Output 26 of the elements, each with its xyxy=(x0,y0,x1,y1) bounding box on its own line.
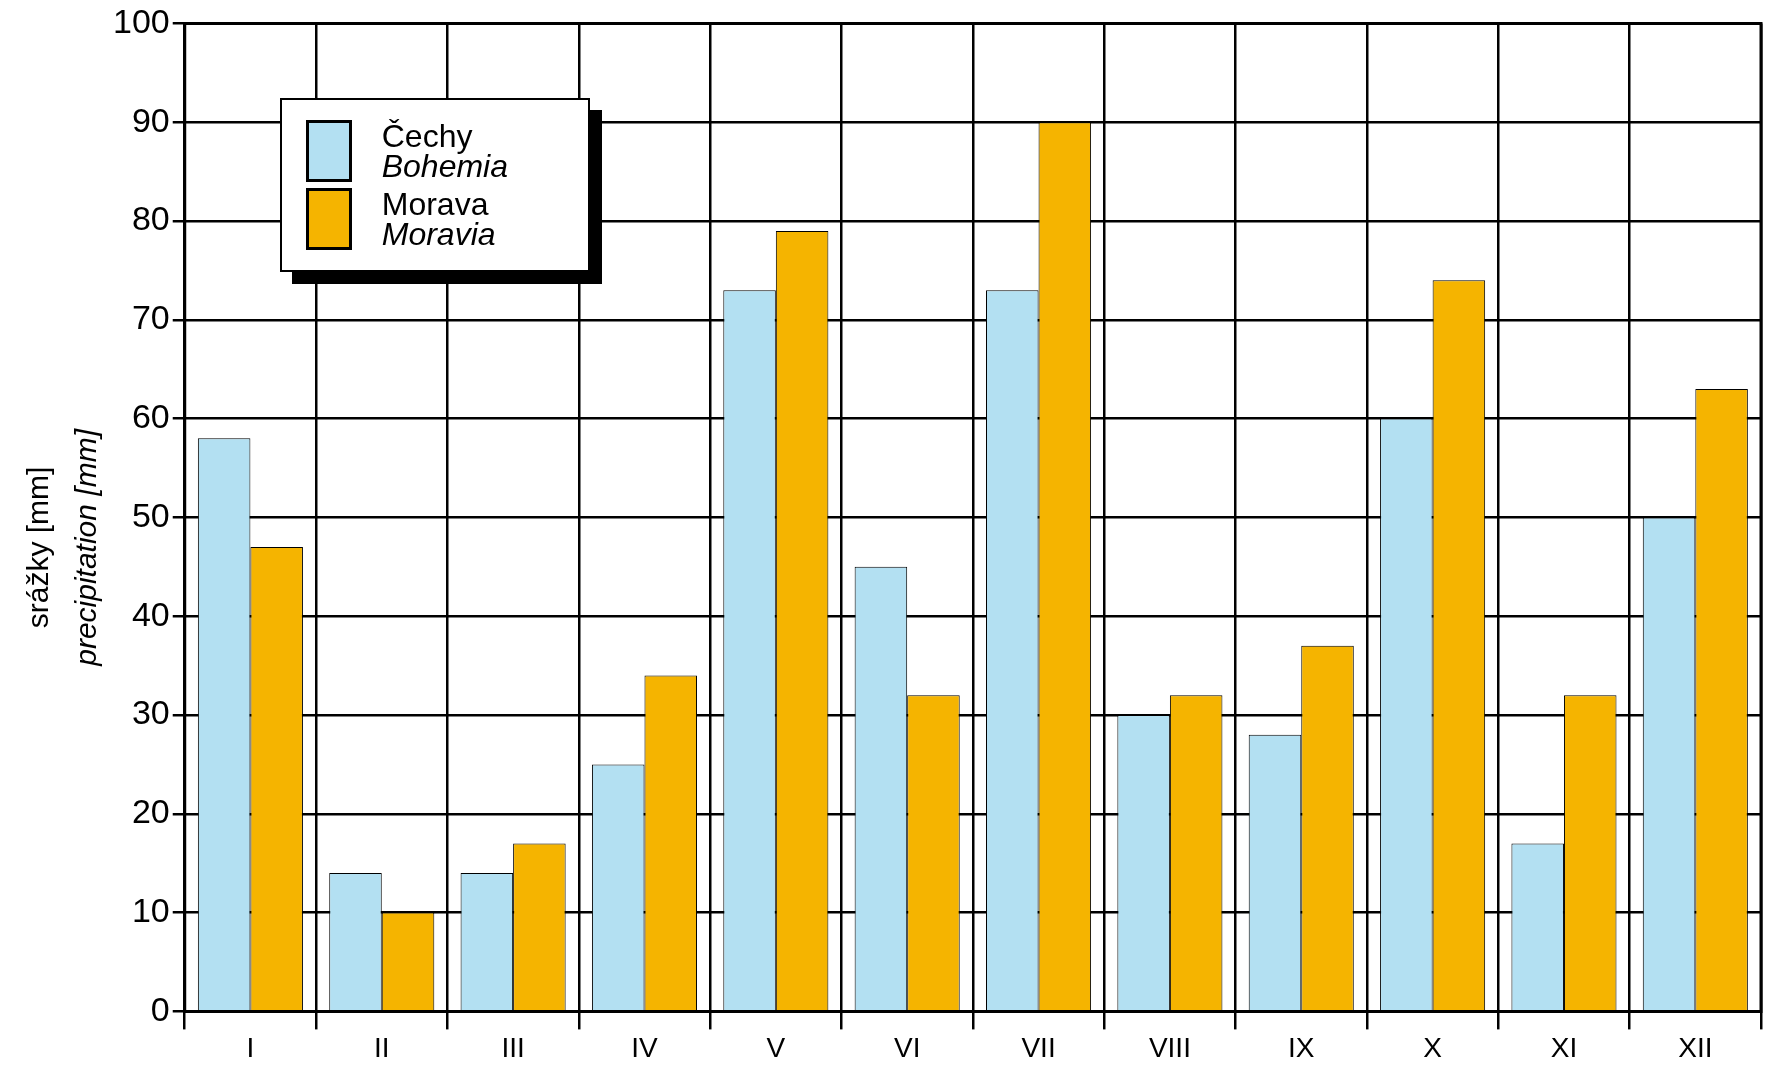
x-tick-label: XI xyxy=(1550,1031,1578,1063)
legend-label: Morava Moravia xyxy=(381,186,496,253)
x-tick-label: II xyxy=(373,1031,390,1063)
y-tick-label: 10 xyxy=(131,890,170,929)
x-tick-label: XII xyxy=(1678,1031,1713,1063)
y-tick-label: 0 xyxy=(150,989,170,1028)
x-tick-label: VIII xyxy=(1148,1031,1191,1063)
y-tick-label: 40 xyxy=(131,594,170,633)
y-tick-label: 20 xyxy=(131,792,170,831)
x-tick-label: I xyxy=(246,1031,255,1063)
y-tick-label: 70 xyxy=(131,298,170,337)
y-axis-title: srážky [mm] precipitation [mm] xyxy=(21,428,103,667)
x-tick-label: III xyxy=(501,1031,525,1063)
legend-label: Čechy Bohemia xyxy=(381,118,509,185)
y-tick-label: 60 xyxy=(131,396,170,435)
x-tick-label: X xyxy=(1423,1031,1443,1063)
y-tick-label: 80 xyxy=(131,199,170,238)
x-tick-label: IV xyxy=(631,1031,659,1063)
y-tick-label: 100 xyxy=(112,1,170,40)
y-tick-label: 50 xyxy=(131,495,170,534)
x-tick-label: IX xyxy=(1288,1031,1315,1063)
x-tick-label: VI xyxy=(893,1031,921,1063)
x-tick-label: VII xyxy=(1021,1031,1056,1063)
y-tick-label: 30 xyxy=(131,693,170,732)
x-tick-label: V xyxy=(766,1031,786,1063)
y-tick-label: 90 xyxy=(131,100,170,139)
